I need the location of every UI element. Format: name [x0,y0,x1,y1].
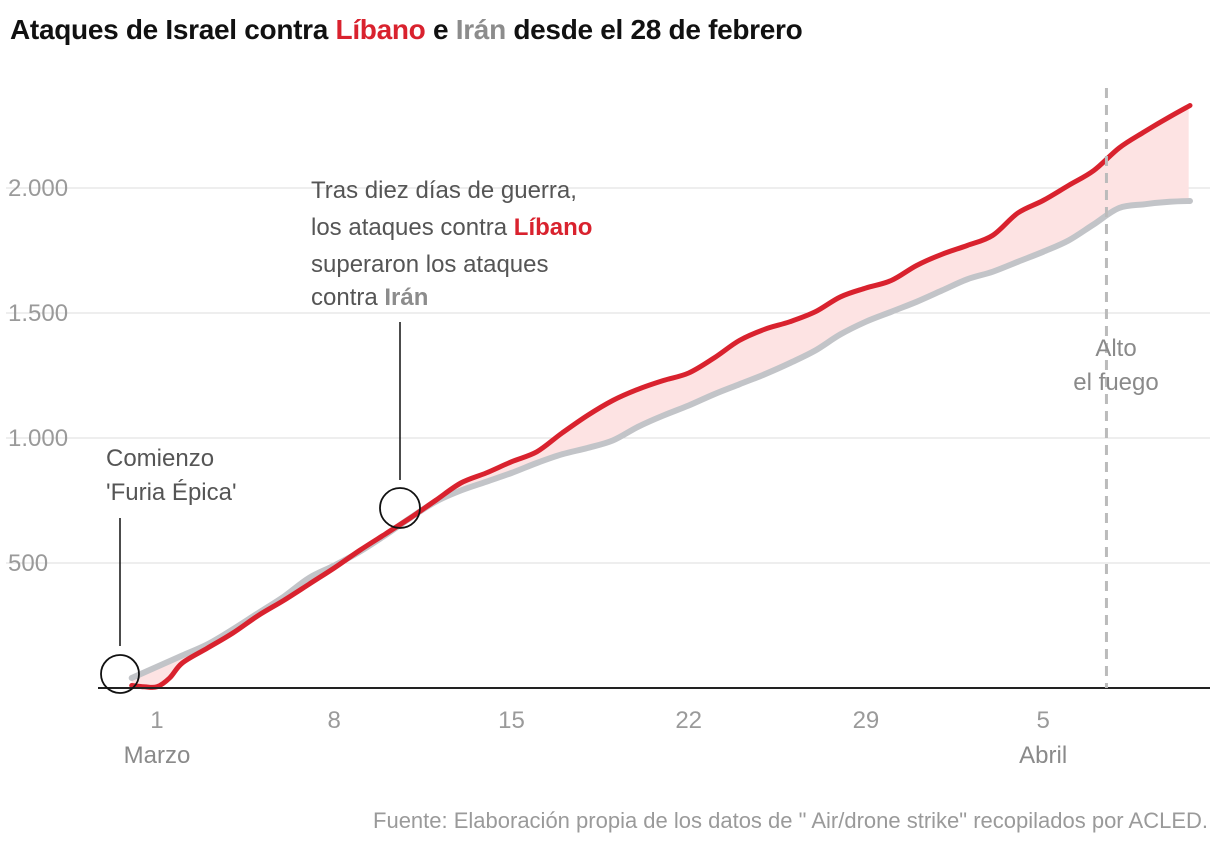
crossover-annotation-line3: superaron los ataques [311,251,549,278]
crossover-marker-circle [379,487,421,529]
title-middle: e [425,14,456,45]
crossover-line2-lebanon: Líbano [514,214,593,241]
series-line-lebanon [129,103,1193,690]
y-tick-label-1500: 1.500 [8,300,68,327]
x-tick-label-5: 5 [1036,707,1049,734]
month-labels: Marzo Abril [124,742,1068,769]
y-axis-ticks: 500 1.000 1.500 2.000 [8,175,68,577]
crossover-line4-prefix: contra [311,284,384,311]
ceasefire-label-line2: el fuego [1073,369,1158,396]
difference-area [131,106,1189,687]
start-annotation-line1: Comienzo [106,445,214,472]
month-label-abril: Abril [1019,742,1067,769]
title-prefix: Ataques de Israel contra [10,14,336,45]
start-marker-circle [100,654,140,694]
gridlines [6,187,1210,564]
x-tick-label-15: 15 [498,707,525,734]
crossover-annotation-line2: los ataques contra Líbano [311,214,592,241]
source-note: Fuente: Elaboración propia de los datos … [373,808,1208,833]
series-line-iran [128,198,1193,681]
month-label-marzo: Marzo [124,742,191,769]
x-tick-label-8: 8 [328,707,341,734]
crossover-line4-iran: Irán [384,284,428,311]
crossover-line2-prefix: los ataques contra [311,214,514,241]
x-axis-ticks: 1 8 15 22 29 5 [150,707,1050,734]
crossover-annotation-line4: contra Irán [311,284,428,311]
title-iran: Irán [455,14,506,45]
x-tick-label-29: 29 [853,707,880,734]
x-tick-label-1: 1 [150,707,163,734]
title-lebanon: Líbano [335,14,426,45]
chart-title: Ataques de Israel contra Líbano e Irán d… [10,14,803,46]
start-annotation-line2: 'Furia Épica' [106,479,237,506]
x-tick-label-22: 22 [675,707,702,734]
y-tick-label-2000: 2.000 [8,175,68,202]
title-suffix: desde el 28 de febrero [505,14,803,45]
ceasefire-label-line1: Alto [1095,335,1136,362]
crossover-annotation-line1: Tras diez días de guerra, [311,177,577,204]
y-tick-label-1000: 1.000 [8,425,68,452]
y-tick-label-500: 500 [8,550,48,577]
